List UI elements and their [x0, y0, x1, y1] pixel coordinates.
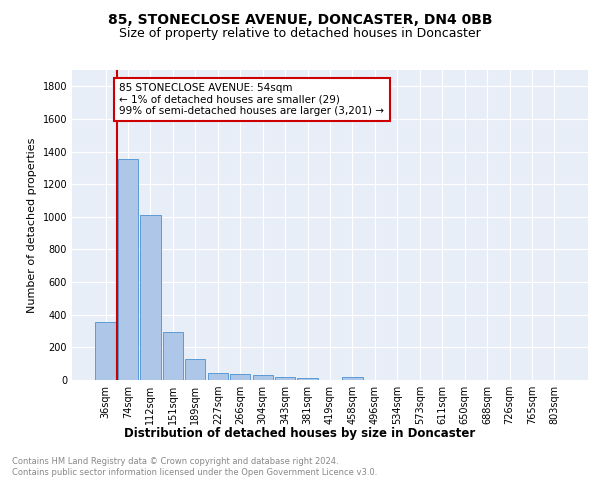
Bar [140, 215, 161, 380]
Text: Contains HM Land Registry data © Crown copyright and database right 2024.
Contai: Contains HM Land Registry data © Crown c… [12, 458, 377, 477]
Bar [275, 376, 295, 380]
Bar [208, 374, 228, 380]
Text: 85, STONECLOSE AVENUE, DONCASTER, DN4 0BB: 85, STONECLOSE AVENUE, DONCASTER, DN4 0B… [108, 12, 492, 26]
Bar [343, 376, 362, 380]
Bar [118, 159, 138, 380]
Bar [230, 374, 250, 380]
Bar [95, 322, 116, 380]
Bar [253, 375, 273, 380]
Y-axis label: Number of detached properties: Number of detached properties [27, 138, 37, 312]
Bar [185, 359, 205, 380]
Bar [298, 378, 317, 380]
Bar [163, 332, 183, 380]
Text: Size of property relative to detached houses in Doncaster: Size of property relative to detached ho… [119, 28, 481, 40]
Text: Distribution of detached houses by size in Doncaster: Distribution of detached houses by size … [124, 428, 476, 440]
Text: 85 STONECLOSE AVENUE: 54sqm
← 1% of detached houses are smaller (29)
99% of semi: 85 STONECLOSE AVENUE: 54sqm ← 1% of deta… [119, 83, 385, 116]
